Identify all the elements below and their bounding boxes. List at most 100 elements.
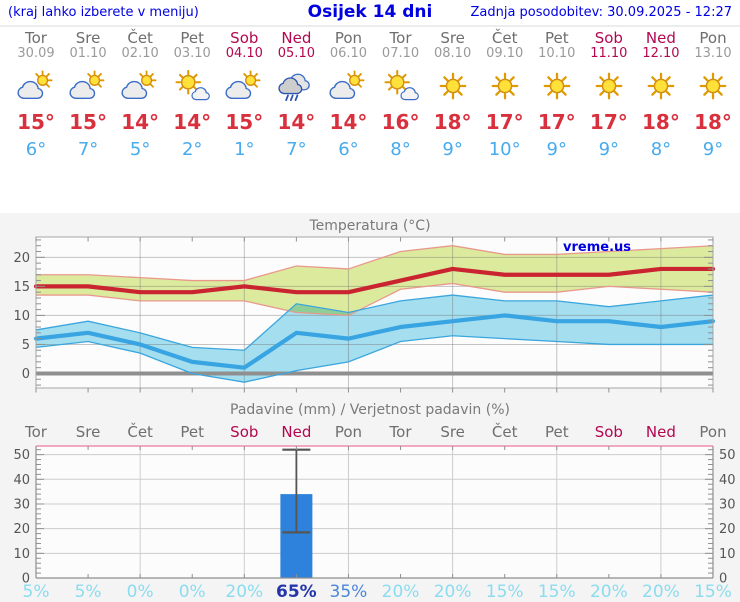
- sun-icon: [699, 72, 727, 100]
- sun-icon: [595, 72, 623, 100]
- precip-y-tick-label: 30: [13, 497, 30, 512]
- day-date: 08.10: [434, 46, 472, 61]
- max-temp: 15°: [69, 110, 107, 134]
- precip-probability: 20%: [642, 582, 680, 602]
- precip-y-tick-label: 50: [13, 448, 30, 463]
- day-date: 30.09: [17, 46, 55, 61]
- sun-icon: [647, 72, 675, 100]
- menu-hint-text: (kraj lahko izberete v meniju): [8, 5, 199, 20]
- precip-probability: 20%: [433, 582, 472, 602]
- forecast-day-6: Ned 05.10 14° 7°: [269, 30, 323, 160]
- precip-day-label: Sre: [440, 423, 465, 441]
- precip-day-label: Pet: [544, 423, 569, 441]
- max-temp: 18°: [433, 110, 472, 134]
- max-temp: 14°: [121, 110, 160, 134]
- page-title: Osijek 14 dni: [307, 2, 433, 22]
- precipitation-chart-title: Padavine (mm) / Verjetnost padavin (%): [230, 402, 510, 418]
- precip-probability: 5%: [22, 582, 50, 602]
- temperature-chart: 0 5 10 15 20 vreme.us: [13, 236, 716, 393]
- day-date: 05.10: [277, 46, 315, 61]
- precip-y-tick-label: 50: [719, 448, 736, 463]
- precip-y-tick-label: 10: [719, 547, 736, 562]
- precip-probability: 20%: [381, 582, 420, 602]
- precip-day-label: Pet: [180, 423, 205, 441]
- day-date: 13.10: [694, 46, 732, 61]
- day-name: Tor: [25, 29, 47, 47]
- forecast-panel-background: [0, 0, 740, 213]
- sun-behind-cloud-icon: [121, 70, 159, 102]
- sun-behind-cloud-icon: [69, 70, 107, 102]
- day-name: Ned: [281, 29, 312, 47]
- day-name: Čet: [491, 29, 518, 47]
- min-temp: 9°: [546, 139, 567, 160]
- max-temp: 18°: [694, 110, 732, 134]
- max-temp: 15°: [225, 110, 264, 134]
- precip-day-label: Pon: [699, 423, 727, 441]
- forecast-day-14: Pon 13.10 18° 9°: [686, 30, 740, 160]
- sun-small-cloud-icon: [173, 70, 211, 102]
- day-name: Čet: [127, 29, 153, 47]
- temp-y-tick-label: 20: [13, 251, 30, 266]
- day-date: 04.10: [225, 46, 263, 61]
- temperature-chart-title: Temperatura (°C): [309, 218, 431, 234]
- precipitation-day-labels: Tor Sre Čet Pet Sob Ned Pon Tor Sre Čet Pet Sob Ned P…: [0, 423, 740, 441]
- precip-probability: 0%: [178, 582, 206, 602]
- max-temp: 17°: [589, 110, 628, 134]
- max-temp: 14°: [173, 110, 212, 134]
- precip-day-label: Sob: [230, 423, 259, 441]
- precip-y-tick-label: 20: [13, 522, 30, 537]
- day-date: 10.10: [538, 46, 576, 61]
- max-temp: 15°: [17, 110, 55, 134]
- max-temp: 14°: [277, 110, 316, 134]
- precip-probability: 35%: [329, 582, 368, 602]
- min-temp: 6°: [338, 139, 359, 160]
- forecast-day-3: Čet 02.10 14° 5°: [113, 30, 167, 160]
- header-separator: [0, 25, 740, 27]
- forecast-day-8: Tor 07.10 16° 8°: [374, 30, 428, 160]
- temp-y-tick-label: 10: [13, 309, 30, 324]
- rain-cloud-icon: [277, 70, 315, 102]
- day-name: Sob: [594, 29, 623, 47]
- min-temp: 9°: [702, 139, 724, 160]
- day-date: 02.10: [121, 46, 159, 61]
- forecast-day-13: Ned 12.10 18° 8°: [634, 30, 688, 160]
- sun-behind-cloud-icon: [225, 70, 263, 102]
- precip-day-label: Sob: [594, 423, 623, 441]
- day-name: Pet: [180, 29, 205, 47]
- forecast-day-10: Čet 09.10 17° 10°: [478, 30, 532, 160]
- day-date: 01.10: [69, 46, 107, 61]
- day-date: 06.10: [329, 46, 368, 61]
- precip-probability: 15%: [485, 582, 524, 602]
- forecast-day-12: Sob 11.10 17° 9°: [582, 30, 636, 160]
- day-date: 11.10: [590, 46, 628, 61]
- max-temp: 17°: [485, 110, 524, 134]
- precip-day-label: Ned: [645, 423, 676, 441]
- precip-day-label: Sre: [75, 423, 101, 441]
- max-temp: 18°: [642, 110, 680, 134]
- precip-probability: 0%: [126, 582, 154, 602]
- precip-day-label: Pon: [334, 423, 363, 441]
- min-temp: 7°: [286, 139, 307, 160]
- temp-y-tick-label: 0: [22, 367, 30, 382]
- sun-behind-cloud-icon: [329, 70, 367, 102]
- min-temp: 7°: [77, 139, 99, 160]
- day-date: 09.10: [486, 46, 524, 61]
- precip-probability: 65%: [276, 582, 317, 602]
- day-name: Pon: [699, 29, 727, 47]
- day-name: Ned: [645, 29, 676, 47]
- min-temp: 6°: [25, 139, 47, 160]
- temp-y-tick-label: 5: [22, 338, 30, 353]
- precip-day-label: Čet: [491, 423, 518, 441]
- forecast-day-11: Pet 10.10 17° 9°: [530, 30, 584, 160]
- day-name: Pet: [544, 29, 569, 47]
- day-name: Sob: [230, 29, 259, 47]
- min-temp: 8°: [390, 139, 411, 160]
- min-temp: 10°: [488, 139, 521, 160]
- last-update-text: Zadnja posodobitev: 30.09.2025 - 12:27: [470, 5, 732, 20]
- min-temp: 9°: [442, 139, 463, 160]
- min-temp: 9°: [598, 139, 620, 160]
- precip-probability: 15%: [537, 582, 576, 602]
- forecast-day-4: Pet 03.10 14° 2°: [165, 30, 219, 160]
- precip-y-tick-label: 30: [719, 497, 736, 512]
